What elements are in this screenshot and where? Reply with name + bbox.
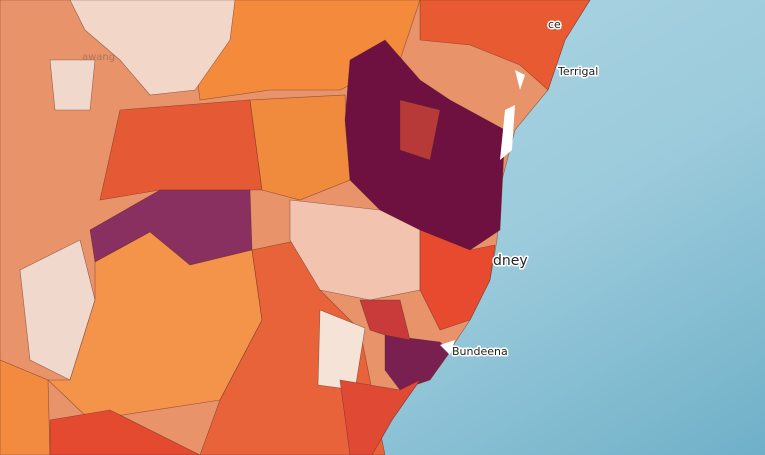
place-label: Bundeena: [452, 345, 508, 358]
region: [49, 59, 96, 111]
region: [69, 0, 236, 96]
region: [419, 229, 496, 331]
land: [0, 0, 591, 455]
region: [384, 334, 451, 391]
place-label: awang: [82, 52, 115, 63]
region: [49, 409, 201, 455]
region: [0, 359, 51, 455]
place-label: ce: [548, 18, 561, 31]
region: [399, 99, 441, 161]
water-body: [440, 70, 525, 355]
region: [249, 94, 351, 201]
region: [99, 99, 263, 201]
place-label: dney: [493, 253, 528, 269]
region: [419, 0, 591, 91]
place-label: Terrigal: [557, 65, 598, 78]
region: [339, 379, 421, 455]
region: [289, 199, 421, 301]
labels: ce Terrigal dney Bundeena awang: [82, 17, 600, 360]
region: [359, 299, 411, 341]
